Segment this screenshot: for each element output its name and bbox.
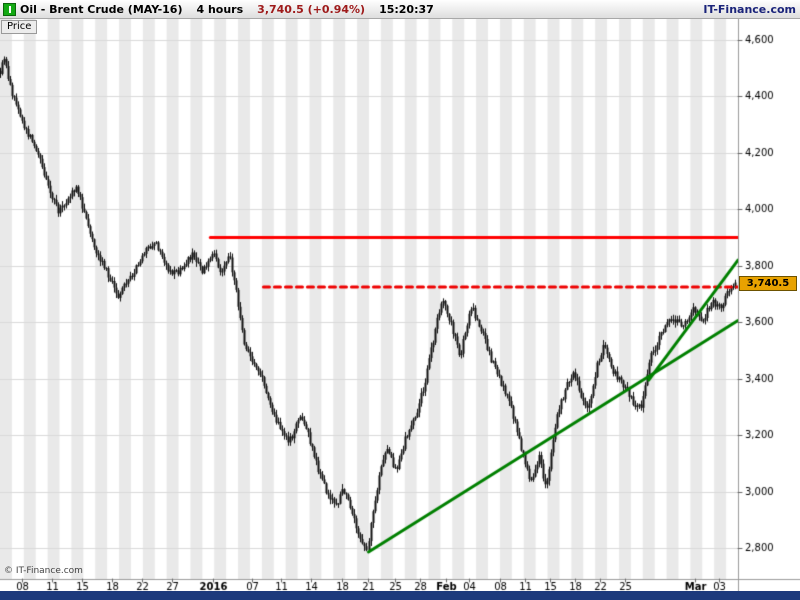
last-price-tag: 3,740.5 <box>739 276 797 291</box>
app-icon <box>3 2 16 16</box>
instrument-title: Oil - Brent Crude (MAY-16) <box>20 2 183 16</box>
quote-change-label: 3,740.5 (+0.94%) <box>257 2 366 16</box>
price-chart-canvas[interactable] <box>0 19 800 591</box>
candlestick-glyph-icon <box>8 5 11 13</box>
copyright-label: © IT-Finance.com <box>4 566 83 576</box>
brand-link[interactable]: IT-Finance.com <box>703 2 796 16</box>
title-bar: Oil - Brent Crude (MAY-16) 4 hours 3,740… <box>0 0 800 19</box>
tab-price[interactable]: Price <box>1 20 38 34</box>
bottom-bar <box>0 591 800 600</box>
quote-time-label: 15:20:37 <box>379 2 434 16</box>
timeframe-label: 4 hours <box>196 2 244 16</box>
